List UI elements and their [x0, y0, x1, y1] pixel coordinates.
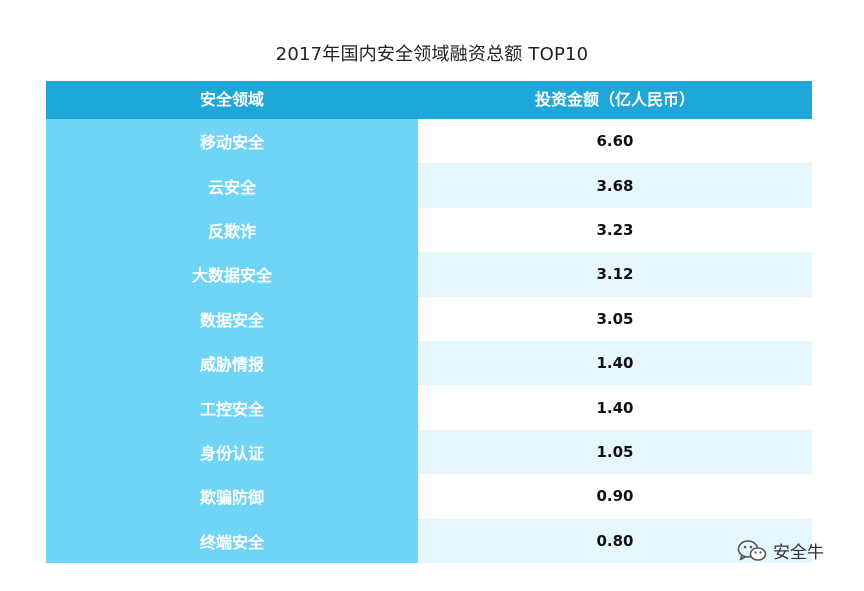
header-domain: 安全领域	[199, 90, 264, 109]
domain-cell: 身份认证	[46, 429, 418, 475]
table-row: 威胁情报 1.40	[46, 340, 812, 386]
domain-cell: 云安全	[46, 163, 418, 208]
domain-cell: 欺骗防御	[46, 474, 418, 519]
wechat-icon	[737, 539, 767, 561]
amount-cell: 1.40	[418, 340, 812, 386]
table-row: 身份认证 1.05	[46, 429, 812, 475]
table-row: 数据安全 3.05	[46, 296, 812, 341]
domain-cell: 大数据安全	[46, 252, 418, 297]
amount-cell: 6.60	[418, 119, 812, 164]
table-body: 移动安全 6.60 云安全 3.68 反欺诈 3.23 大数据安全 3.12 数据安全 3.05 威…	[46, 119, 812, 563]
domain-cell: 数据安全	[46, 296, 418, 341]
table-row: 反欺诈 3.23	[46, 207, 812, 253]
header-amount: 投资金额（亿人民币）	[534, 90, 695, 109]
table-header-row: 安全领域 投资金额（亿人民币）	[46, 81, 812, 119]
amount-cell: 0.90	[418, 474, 812, 519]
amount-cell: 1.40	[418, 385, 812, 430]
amount-cell: 3.68	[418, 163, 812, 208]
watermark: 安全牛	[737, 538, 824, 563]
funding-table: 安全领域 投资金额（亿人民币） 移动安全 6.60 云安全 3.68 反欺诈 3.23 大数…	[46, 81, 812, 563]
domain-cell: 终端安全	[46, 518, 418, 563]
table-row: 终端安全 0.80	[46, 518, 812, 563]
domain-cell: 移动安全	[46, 119, 418, 164]
amount-cell: 3.12	[418, 252, 812, 297]
table-row: 欺骗防御 0.90	[46, 474, 812, 519]
table-row: 云安全 3.68	[46, 163, 812, 208]
watermark-text: 安全牛	[773, 543, 824, 563]
domain-cell: 威胁情报	[46, 340, 418, 386]
chart-title: 2017年国内安全领域融资总额 TOP10	[275, 44, 589, 65]
domain-cell: 工控安全	[46, 385, 418, 430]
amount-cell: 3.23	[418, 207, 812, 253]
table-row: 大数据安全 3.12	[46, 252, 812, 297]
amount-cell: 3.05	[418, 296, 812, 341]
domain-cell: 反欺诈	[46, 207, 418, 253]
amount-cell: 1.05	[418, 429, 812, 475]
table-row: 移动安全 6.60	[46, 119, 812, 164]
table-row: 工控安全 1.40	[46, 385, 812, 430]
